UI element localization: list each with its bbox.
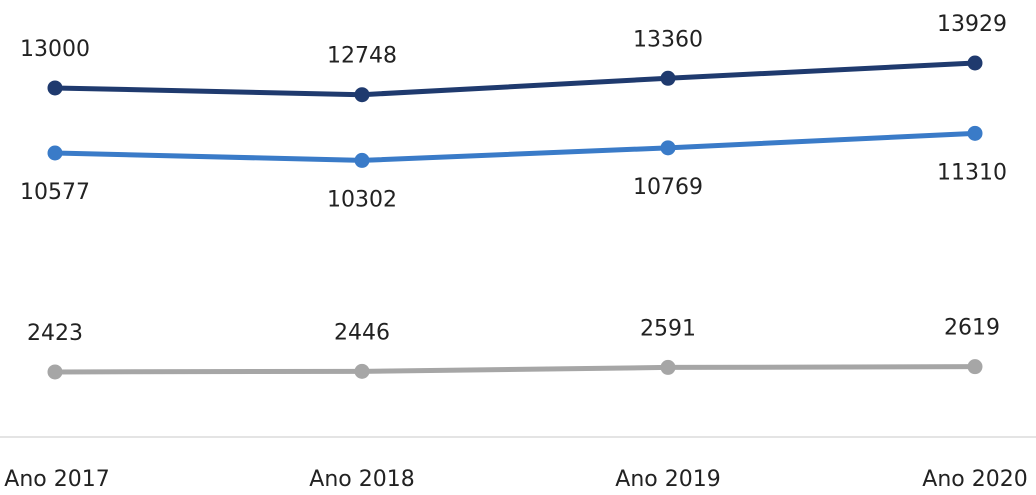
x-tick-label: Ano 2017 <box>4 467 109 491</box>
x-tick-label: Ano 2018 <box>309 467 414 491</box>
point <box>660 70 676 86</box>
point <box>660 359 676 375</box>
series-line <box>54 130 976 163</box>
point <box>47 145 63 161</box>
point <box>967 55 983 71</box>
data-label: 13000 <box>20 37 90 62</box>
point <box>354 363 370 379</box>
data-label: 2619 <box>944 316 1000 341</box>
data-label: 12748 <box>327 44 397 69</box>
data-label: 13360 <box>633 27 703 52</box>
data-label: 2423 <box>27 321 83 346</box>
point <box>967 359 983 375</box>
point <box>47 364 63 380</box>
data-label: 2591 <box>640 316 696 341</box>
point <box>660 140 676 156</box>
data-label: 11310 <box>937 160 1007 185</box>
point <box>354 87 370 103</box>
x-tick-label: Ano 2019 <box>615 467 720 491</box>
data-label: 2446 <box>334 320 390 345</box>
data-label: 13929 <box>937 12 1007 37</box>
data-label: 10769 <box>633 175 703 200</box>
data-label: 10302 <box>327 187 397 212</box>
series-line <box>54 364 976 375</box>
data-label: 10577 <box>20 180 90 205</box>
point <box>47 80 63 96</box>
point <box>967 125 983 141</box>
x-tick-label: Ano 2020 <box>922 467 1027 491</box>
series-line <box>54 60 976 98</box>
point <box>354 152 370 168</box>
